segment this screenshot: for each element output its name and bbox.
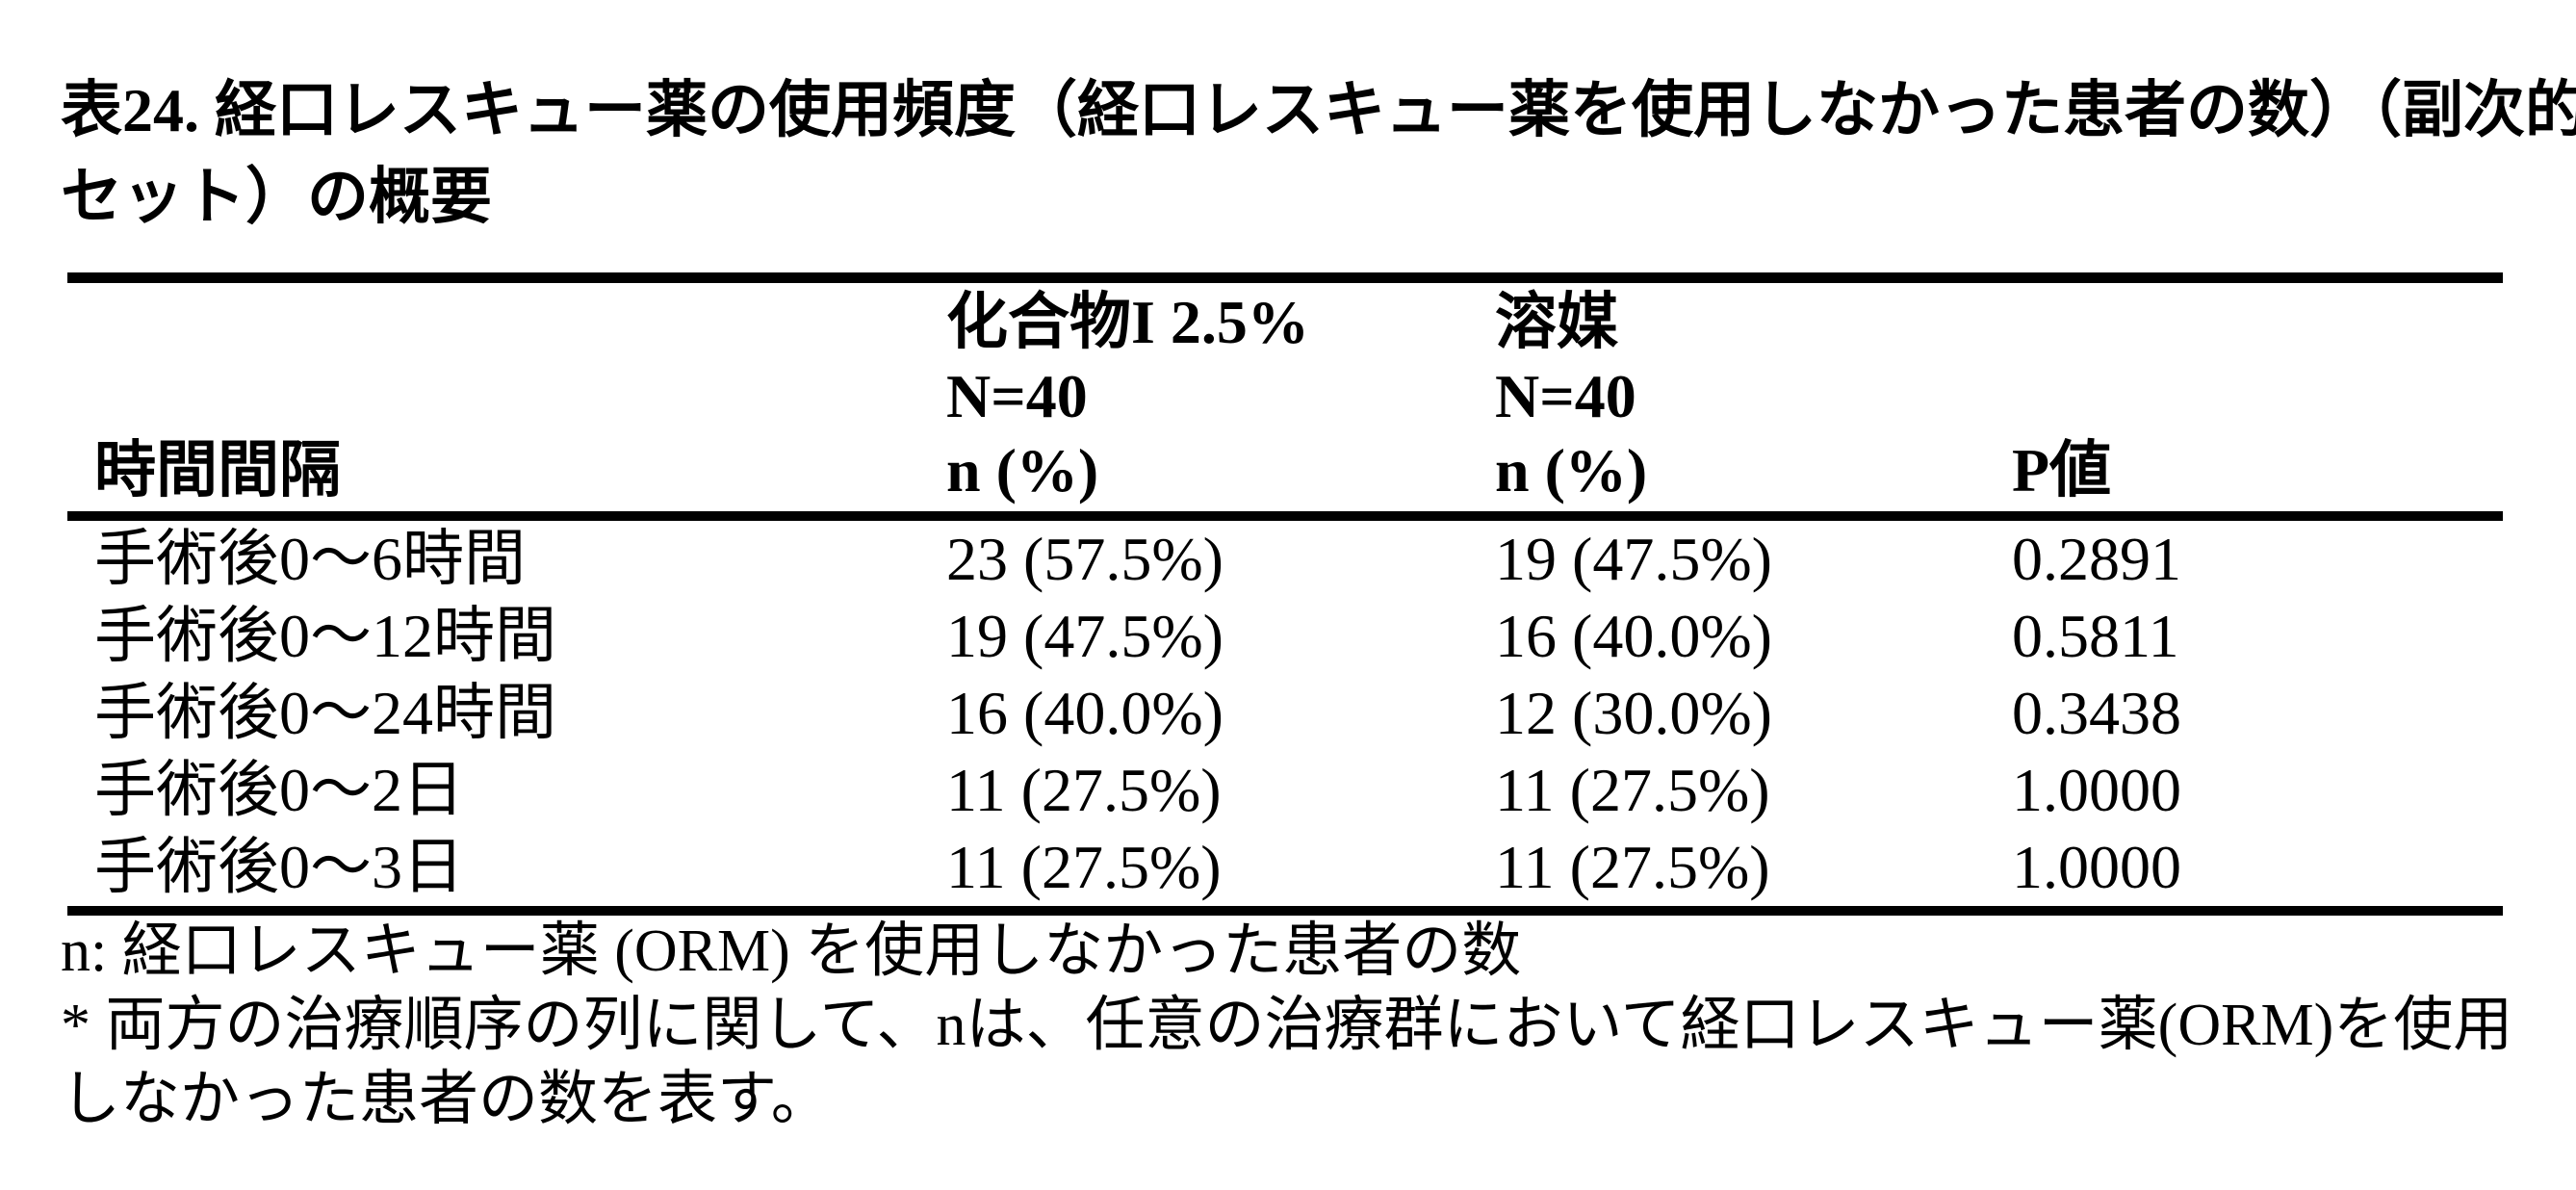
cell-compound: 16 (40.0%) xyxy=(946,679,1224,747)
table-caption: 表24. 経口レスキュー薬の使用頻度（経口レスキュー薬を使用しなかった患者の数）… xyxy=(61,67,2576,241)
table-caption-line-1: 表24. 経口レスキュー薬の使用頻度（経口レスキュー薬を使用しなかった患者の数）… xyxy=(61,76,2576,144)
cell-p-value: 0.3438 xyxy=(2012,679,2181,747)
table-row: 手術後0～3日 11 (27.5%) 11 (27.5%) 1.0000 xyxy=(67,829,2503,911)
cell-vehicle: 11 (27.5%) xyxy=(1495,833,1770,901)
table-row: 手術後0～24時間 16 (40.0%) 12 (30.0%) 0.3438 xyxy=(67,675,2503,752)
table-row: 手術後0～12時間 19 (47.5%) 16 (40.0%) 0.5811 xyxy=(67,598,2503,675)
footnote-asterisk-line-1: * 両方の治療順序の列に関して、nは、任意の治療群において経口レスキュー薬(OR… xyxy=(61,993,2513,1058)
footnote-asterisk-line-2: しなかった患者の数を表す。 xyxy=(61,1067,831,1132)
cell-vehicle: 16 (40.0%) xyxy=(1495,602,1772,670)
header-vehicle-n: N=40 xyxy=(1495,362,1636,430)
header-vehicle-n-pct: n (%) xyxy=(1495,436,1648,504)
cell-p-value: 0.5811 xyxy=(2012,602,2179,670)
table-row: 手術後0～2日 11 (27.5%) 11 (27.5%) 1.0000 xyxy=(67,752,2503,829)
cell-vehicle: 19 (47.5%) xyxy=(1495,525,1772,593)
table-body: 手術後0～6時間 23 (57.5%) 19 (47.5%) 0.2891 手術… xyxy=(67,516,2503,911)
cell-interval: 手術後0～12時間 xyxy=(94,602,556,670)
cell-interval: 手術後0～24時間 xyxy=(94,679,556,747)
header-compound-column: 化合物I 2.5% N=40 n (%) xyxy=(946,277,1495,521)
cell-interval: 手術後0～3日 xyxy=(94,833,464,901)
cell-p-value: 1.0000 xyxy=(2012,756,2181,824)
footnote-n-definition: n: 経口レスキュー薬 (ORM) を使用しなかった患者の数 xyxy=(61,918,1522,984)
header-p-value: P値 xyxy=(2012,277,2503,521)
header-time-interval: 時間間隔 xyxy=(67,277,946,521)
header-p-value-label: P値 xyxy=(2012,436,2112,504)
cell-p-value: 1.0000 xyxy=(2012,833,2181,901)
cell-interval: 手術後0～6時間 xyxy=(94,525,526,593)
cell-compound: 19 (47.5%) xyxy=(946,602,1224,670)
footnotes: n: 経口レスキュー薬 (ORM) を使用しなかった患者の数 * 両方の治療順序… xyxy=(61,915,2525,1137)
table-caption-line-2: セット）の概要 xyxy=(61,163,492,231)
cell-compound: 11 (27.5%) xyxy=(946,833,1222,901)
header-vehicle-column: 溶媒 N=40 n (%) xyxy=(1495,277,2012,521)
header-time-interval-label: 時間間隔 xyxy=(94,436,341,504)
cell-compound: 23 (57.5%) xyxy=(946,525,1224,593)
header-compound-n: N=40 xyxy=(946,362,1088,430)
cell-vehicle: 11 (27.5%) xyxy=(1495,756,1770,824)
table-header: 時間間隔 化合物I 2.5% N=40 n (%) 溶媒 N=40 n (%) … xyxy=(67,277,2503,521)
table-row: 手術後0～6時間 23 (57.5%) 19 (47.5%) 0.2891 xyxy=(67,516,2503,598)
cell-interval: 手術後0～2日 xyxy=(94,756,464,824)
cell-compound: 11 (27.5%) xyxy=(946,756,1222,824)
cell-p-value: 0.2891 xyxy=(2012,525,2181,593)
header-vehicle-name: 溶媒 xyxy=(1495,288,1618,356)
header-row: 時間間隔 化合物I 2.5% N=40 n (%) 溶媒 N=40 n (%) … xyxy=(67,277,2503,521)
header-compound-name: 化合物I 2.5% xyxy=(946,288,1309,356)
summary-table: 時間間隔 化合物I 2.5% N=40 n (%) 溶媒 N=40 n (%) … xyxy=(67,272,2503,916)
cell-vehicle: 12 (30.0%) xyxy=(1495,679,1772,747)
header-compound-n-pct: n (%) xyxy=(946,436,1099,504)
